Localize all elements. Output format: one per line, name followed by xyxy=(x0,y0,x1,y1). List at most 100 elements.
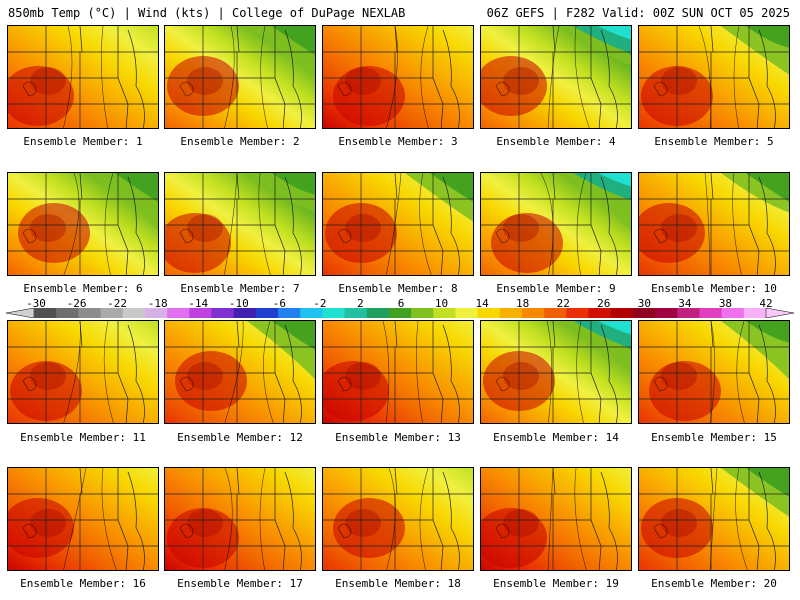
ensemble-member-label: Ensemble Member: 9 xyxy=(496,282,616,295)
temperature-map-16 xyxy=(8,468,158,570)
temperature-map-14 xyxy=(481,321,631,423)
ensemble-panel-9 xyxy=(480,172,632,276)
colorbar-swatch xyxy=(344,308,368,318)
ensemble-member-label: Ensemble Member: 4 xyxy=(496,135,616,148)
ensemble-panel-19 xyxy=(480,467,632,571)
temperature-map-17 xyxy=(165,468,315,570)
ensemble-panel-8 xyxy=(322,172,474,276)
temperature-map-2 xyxy=(165,26,315,128)
ensemble-panel-4 xyxy=(480,25,632,129)
colorbar-swatch xyxy=(211,308,235,318)
ensemble-panel-14 xyxy=(480,320,632,424)
temperature-map-9 xyxy=(481,173,631,275)
colorbar-swatch xyxy=(588,308,612,318)
colorbar-tick-label: 22 xyxy=(556,297,570,310)
ensemble-panel-10 xyxy=(638,172,790,276)
colorbar-swatch xyxy=(499,308,523,318)
ensemble-member-label: Ensemble Member: 10 xyxy=(651,282,777,295)
ensemble-member-label: Ensemble Member: 13 xyxy=(335,431,461,444)
colorbar-max-arrow xyxy=(765,308,794,318)
colorbar-min-arrow xyxy=(6,308,35,318)
colorbar-swatch xyxy=(433,308,456,318)
temperature-map-1 xyxy=(8,26,158,128)
colorbar-swatch xyxy=(78,308,102,318)
colorbar-swatch xyxy=(699,308,723,318)
ensemble-panel-16 xyxy=(7,467,159,571)
colorbar-tick-label: 26 xyxy=(597,297,611,310)
ensemble-member-label: Ensemble Member: 3 xyxy=(338,135,458,148)
ensemble-member-label: Ensemble Member: 8 xyxy=(338,282,458,295)
temperature-map-5 xyxy=(639,26,789,128)
ensemble-panel-18 xyxy=(322,467,474,571)
colorbar-swatch xyxy=(544,308,567,318)
colorbar-swatch xyxy=(522,308,545,318)
temperature-map-12 xyxy=(165,321,315,423)
colorbar-tick-label: -26 xyxy=(66,297,87,310)
ensemble-panel-2 xyxy=(164,25,316,129)
color-scale: -30 -26 -22 -18 -14 -10 -6 -2 2 6 10 14 18 22 26 30 34 38… xyxy=(6,297,794,321)
colorbar-tick-label: 2 xyxy=(357,297,364,310)
ensemble-member-label: Ensemble Member: 17 xyxy=(177,577,303,590)
temperature-map-18 xyxy=(323,468,473,570)
colorbar-swatch xyxy=(100,308,124,318)
ensemble-member-label: Ensemble Member: 5 xyxy=(654,135,774,148)
ensemble-panel-11 xyxy=(7,320,159,424)
colorbar-swatch xyxy=(477,308,501,318)
color-scale-strip xyxy=(6,308,794,318)
colorbar-tick-label: 30 xyxy=(637,297,651,310)
colorbar-tick-label: 34 xyxy=(678,297,692,310)
colorbar-swatch xyxy=(388,308,412,318)
temperature-map-6 xyxy=(8,173,158,275)
colorbar-swatch xyxy=(144,308,168,318)
colorbar-tick-label: -6 xyxy=(272,297,286,310)
temperature-map-4 xyxy=(481,26,631,128)
ensemble-member-label: Ensemble Member: 15 xyxy=(651,431,777,444)
ensemble-member-label: Ensemble Member: 1 xyxy=(23,135,143,148)
colorbar-tick-label: -22 xyxy=(107,297,128,310)
colorbar-swatch xyxy=(632,308,656,318)
ensemble-panel-17 xyxy=(164,467,316,571)
ensemble-member-label: Ensemble Member: 7 xyxy=(180,282,300,295)
run-valid-time: 06Z GEFS | F282 Valid: 00Z SUN OCT 05 20… xyxy=(486,6,790,20)
ensemble-panel-6 xyxy=(7,172,159,276)
ensemble-member-label: Ensemble Member: 19 xyxy=(493,577,619,590)
colorbar-tick-label: -10 xyxy=(228,297,249,310)
ensemble-panel-12 xyxy=(164,320,316,424)
ensemble-panel-1 xyxy=(7,25,159,129)
colorbar-swatch xyxy=(167,308,190,318)
colorbar-swatch xyxy=(366,308,390,318)
colorbar-swatch xyxy=(322,308,346,318)
temperature-map-15 xyxy=(639,321,789,423)
ensemble-member-label: Ensemble Member: 18 xyxy=(335,577,461,590)
temperature-map-13 xyxy=(323,321,473,423)
ensemble-member-label: Ensemble Member: 2 xyxy=(180,135,300,148)
colorbar-swatch xyxy=(278,308,301,318)
temperature-map-20 xyxy=(639,468,789,570)
ensemble-panel-7 xyxy=(164,172,316,276)
temperature-map-3 xyxy=(323,26,473,128)
colorbar-swatch xyxy=(255,308,279,318)
colorbar-swatch xyxy=(122,308,146,318)
colorbar-swatch xyxy=(721,308,745,318)
colorbar-swatch xyxy=(566,308,590,318)
colorbar-tick-label: 14 xyxy=(475,297,489,310)
colorbar-tick-label: 10 xyxy=(434,297,449,310)
temperature-map-8 xyxy=(323,173,473,275)
ensemble-member-label: Ensemble Member: 6 xyxy=(23,282,143,295)
colorbar-swatch xyxy=(34,308,57,318)
colorbar-tick-label: 18 xyxy=(516,297,530,310)
ensemble-member-label: Ensemble Member: 11 xyxy=(20,431,146,444)
temperature-map-11 xyxy=(8,321,158,423)
colorbar-swatch xyxy=(455,308,479,318)
colorbar-swatch xyxy=(610,308,634,318)
temperature-map-19 xyxy=(481,468,631,570)
ensemble-member-label: Ensemble Member: 12 xyxy=(177,431,303,444)
ensemble-panel-15 xyxy=(638,320,790,424)
colorbar-tick-label: -18 xyxy=(147,297,168,310)
colorbar-tick-label: -2 xyxy=(313,297,327,310)
colorbar-tick-label: 42 xyxy=(759,297,773,310)
colorbar-swatch xyxy=(300,308,323,318)
colorbar-tick-label: 6 xyxy=(397,297,405,310)
chart-title: 850mb Temp (°C) | Wind (kts) | College o… xyxy=(8,6,406,20)
ensemble-member-label: Ensemble Member: 16 xyxy=(20,577,146,590)
